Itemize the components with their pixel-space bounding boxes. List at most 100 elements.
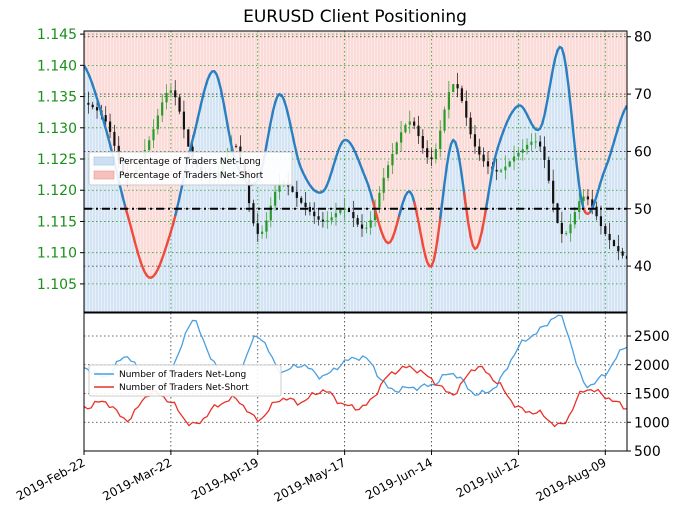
candle-body <box>265 220 268 232</box>
candle-body <box>182 111 186 130</box>
candle-body <box>482 154 485 162</box>
net-long-percentage-line <box>124 206 179 279</box>
candle-body <box>269 205 272 221</box>
candle-body <box>547 160 550 181</box>
candle-body <box>326 220 329 222</box>
count-tick-label: 1000 <box>634 415 670 431</box>
candle-body <box>308 206 311 212</box>
candle-body <box>352 212 355 219</box>
candle-body <box>430 157 433 160</box>
candle-body <box>456 84 459 89</box>
candle-body <box>404 124 407 133</box>
candle-body <box>539 141 542 147</box>
candle-body <box>174 90 177 98</box>
candle-body <box>525 144 529 150</box>
percent-tick-label: 60 <box>634 144 652 160</box>
candle-body <box>625 255 627 259</box>
candle-body <box>617 246 620 252</box>
candle-body <box>304 202 307 207</box>
candle-body <box>339 209 342 214</box>
candle-body <box>552 180 555 204</box>
candle-body <box>378 192 381 208</box>
candle-body <box>343 208 346 210</box>
candle-body <box>478 146 481 155</box>
candle-body <box>443 109 446 131</box>
candle-body <box>356 218 359 225</box>
candle-body <box>365 227 368 229</box>
candle-body <box>582 196 585 202</box>
candle-body <box>91 104 94 108</box>
candle-body <box>187 129 190 147</box>
candle-body <box>300 197 303 203</box>
count-tick-label: 1500 <box>634 387 670 403</box>
date-tick-label: 2019-Jun-14 <box>363 455 435 502</box>
candle-body <box>395 142 398 155</box>
legend-label-net-short: Percentage of Traders Net-Short <box>119 171 264 181</box>
number-net-short-line <box>84 365 627 428</box>
candle-body <box>400 132 403 143</box>
x-axis: 2019-Feb-22 2019-Mar-22 2019-Apr-19 2019-Ma… <box>14 451 609 505</box>
percent-tick-label: 50 <box>634 202 652 218</box>
price-tick-label: 1.130 <box>37 121 77 137</box>
legend-swatch-net-long <box>93 156 115 166</box>
count-tick-label: 2500 <box>634 329 670 345</box>
candle-body <box>495 169 498 172</box>
candle-body <box>373 207 377 221</box>
candle-body <box>586 196 590 200</box>
chart-title: EURUSD Client Positioning <box>243 7 467 27</box>
candle-body <box>261 231 264 234</box>
candle-body <box>317 216 320 220</box>
candle-body <box>469 117 472 135</box>
candle-body <box>473 134 477 147</box>
price-tick-label: 1.125 <box>37 152 77 168</box>
candle-body <box>569 224 572 234</box>
candle-body <box>521 149 524 153</box>
candle-body <box>274 191 277 206</box>
candle-body <box>330 217 333 221</box>
candle-body <box>499 170 503 172</box>
candle-body <box>408 121 411 125</box>
candle-body <box>595 206 598 217</box>
candle-body <box>156 115 159 130</box>
count-tick-label: 2000 <box>634 358 670 374</box>
percent-tick-label: 40 <box>634 259 652 275</box>
candle-body <box>113 131 116 146</box>
bottom-legend: Number of Traders Net-Long Number of Tra… <box>88 364 282 397</box>
candle-body <box>278 183 281 192</box>
candle-body <box>291 186 294 192</box>
net-long-percentage-line <box>439 138 468 219</box>
candle-body <box>295 191 298 198</box>
date-tick-label: 2019-Jul-12 <box>454 455 522 500</box>
candle-body <box>104 115 107 122</box>
candle-body <box>573 212 576 225</box>
candle-body <box>152 129 155 141</box>
net-long-percentage-line <box>84 64 129 215</box>
net-short-area <box>84 31 627 278</box>
candle-body <box>95 107 99 111</box>
candle-body <box>486 161 490 167</box>
net-long-percentage-line <box>371 200 403 245</box>
candle-body <box>247 179 251 204</box>
candle-body <box>234 145 238 147</box>
candle-body <box>256 223 259 234</box>
candle-body <box>530 141 533 145</box>
price-tick-label: 1.115 <box>37 214 77 230</box>
top-legend: Percentage of Traders Net-Long Percentag… <box>88 151 293 186</box>
price-tick-label: 1.120 <box>37 183 77 199</box>
bottom-plot-area <box>84 313 627 451</box>
net-long-percentage-line <box>174 69 377 217</box>
candle-body <box>421 136 424 149</box>
candle-body <box>161 102 164 116</box>
candle-body <box>447 92 450 110</box>
candle-body <box>413 121 416 126</box>
candle-body <box>508 161 511 167</box>
price-tick-label: 1.145 <box>37 27 77 43</box>
candle-body <box>347 208 351 213</box>
date-tick-label: 2019-Aug-09 <box>534 455 609 504</box>
candle-body <box>512 156 516 162</box>
candle-body <box>460 88 464 101</box>
percent-tick-label: 70 <box>634 87 652 103</box>
candle-body <box>599 216 603 227</box>
candle-body <box>417 125 420 137</box>
